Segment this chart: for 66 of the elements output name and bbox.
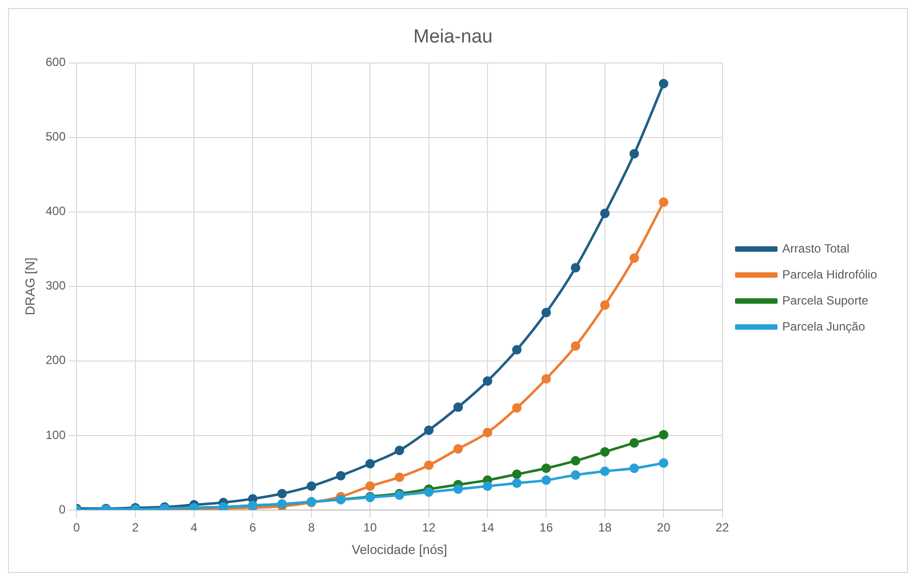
y-tick-label: 200 [46, 353, 66, 368]
legend-label: Parcela Hidrofólio [782, 267, 878, 282]
point [629, 464, 639, 474]
point [541, 475, 551, 485]
y-tick-label: 0 [58, 502, 66, 516]
y-axis-title: DRAG [N] [22, 258, 38, 316]
point [570, 456, 580, 466]
x-tick-label: 0 [73, 520, 80, 535]
x-tick-label: 18 [598, 520, 612, 535]
point [424, 426, 434, 435]
point [453, 444, 463, 454]
chart-title: Meia-nau [413, 26, 493, 48]
point [394, 472, 404, 482]
point [482, 428, 492, 438]
point [658, 430, 668, 440]
point [600, 208, 610, 218]
point [600, 466, 610, 476]
point [365, 459, 375, 469]
y-tick-label: 100 [46, 428, 66, 442]
point [629, 148, 639, 158]
x-tick-label: 20 [656, 520, 671, 535]
legend-label: Arrasto Total [782, 241, 850, 256]
y-tick-label: 300 [46, 278, 66, 293]
x-tick-label: 2 [132, 520, 139, 535]
point [482, 376, 492, 386]
y-tick-label: 500 [46, 130, 66, 144]
point [453, 402, 463, 412]
point [365, 481, 375, 491]
legend-label: Parcela Junção [782, 319, 866, 334]
point [570, 263, 580, 273]
point [658, 197, 668, 207]
x-tick-label: 10 [363, 520, 378, 535]
x-tick-label: 22 [716, 520, 730, 535]
point [336, 470, 346, 480]
point [629, 438, 639, 448]
x-tick-label: 4 [190, 520, 198, 535]
legend-label: Parcela Suporte [782, 293, 869, 308]
x-tick-label: 6 [249, 520, 256, 535]
point [424, 460, 434, 470]
point [541, 464, 551, 474]
y-tick-label: 600 [46, 55, 66, 70]
point [424, 487, 434, 497]
point [277, 488, 287, 498]
point [629, 253, 639, 263]
point [570, 341, 580, 351]
point [512, 469, 522, 479]
x-tick-label: 14 [480, 520, 494, 535]
point [600, 300, 610, 310]
point [306, 481, 316, 491]
point [512, 345, 522, 355]
point [482, 481, 492, 491]
point [541, 374, 551, 384]
x-tick-label: 16 [540, 520, 554, 535]
point [541, 308, 551, 318]
x-tick-label: 12 [422, 520, 436, 535]
point [570, 470, 580, 480]
point [600, 447, 610, 457]
point [512, 403, 522, 413]
point [453, 484, 463, 494]
y-tick-label: 400 [46, 204, 66, 218]
point [394, 446, 404, 456]
point [658, 78, 668, 88]
x-tick-label: 8 [308, 520, 316, 535]
point [512, 478, 522, 488]
point [658, 458, 668, 468]
x-axis-title: Velocidade [nós] [352, 542, 448, 557]
